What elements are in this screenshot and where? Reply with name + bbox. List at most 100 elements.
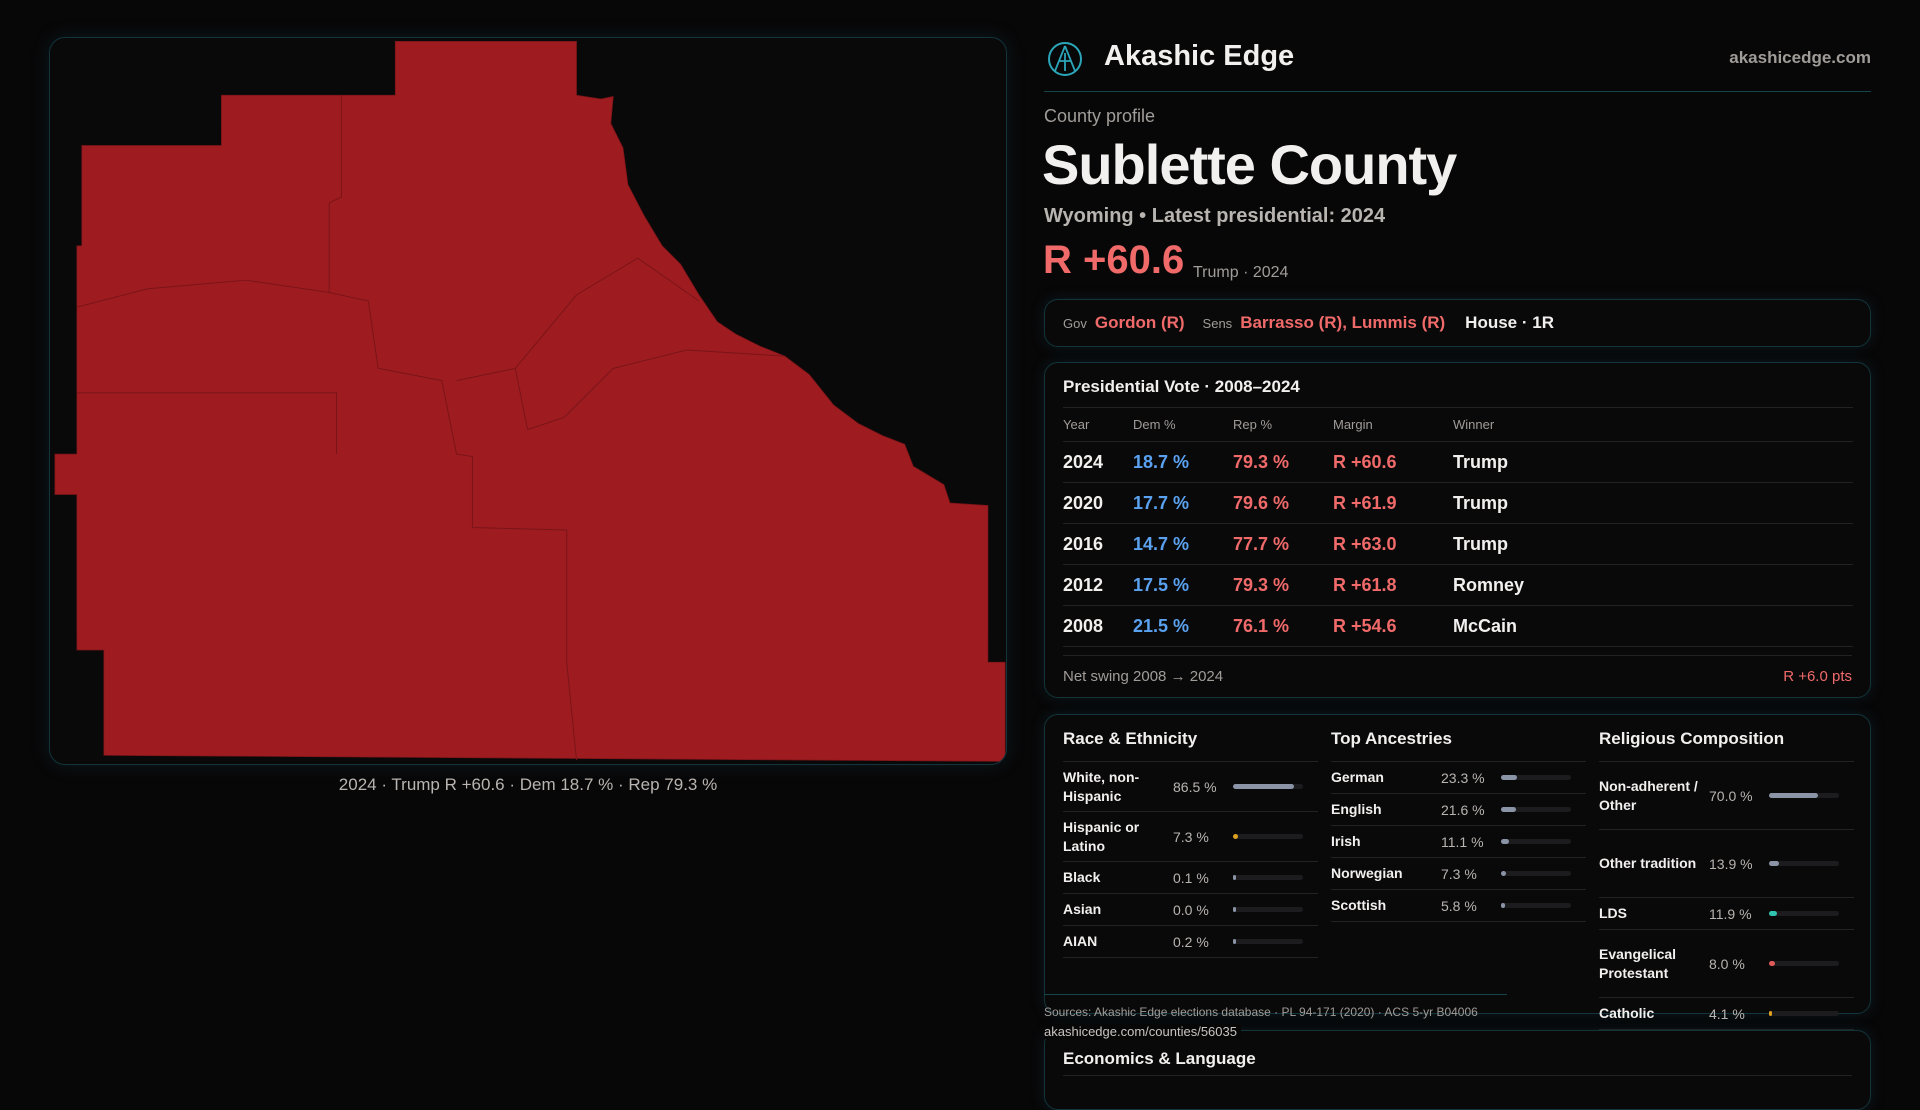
site-link[interactable]: akashicedge.com xyxy=(1729,48,1871,67)
dem-pct-cell: 18.7 % xyxy=(1133,441,1233,483)
winner-cell: Trump xyxy=(1453,523,1853,565)
winner-cell: Trump xyxy=(1453,482,1853,524)
ancestry-label: German xyxy=(1331,769,1384,785)
religion-row: Non-adherent / Other 70.0 % xyxy=(1599,762,1854,830)
presidential-vote-card: Presidential Vote · 2008–2024 Year Dem %… xyxy=(1044,362,1871,698)
race-row: White, non-Hispanic 86.5 % xyxy=(1063,762,1318,812)
religion-bar xyxy=(1769,961,1839,966)
race-value: 0.0 % xyxy=(1173,901,1209,918)
race-title: Race & Ethnicity xyxy=(1063,729,1318,762)
rep-pct-cell: 79.3 % xyxy=(1233,441,1333,483)
race-section: Race & Ethnicity White, non-Hispanic 86.5 … xyxy=(1063,729,1318,958)
ancestry-row: Scottish 5.8 % xyxy=(1331,890,1586,922)
table-row: 2008 21.5 % 76.1 % R +54.6 McCain xyxy=(1063,605,1853,647)
ancestry-label: Scottish xyxy=(1331,897,1387,913)
race-row: Hispanic or Latino 7.3 % xyxy=(1063,812,1318,862)
presidential-title: Presidential Vote · 2008–2024 xyxy=(1063,377,1300,396)
year-cell: 2024 xyxy=(1063,441,1133,483)
religion-bar xyxy=(1769,793,1839,798)
gov-label: Gov xyxy=(1063,316,1087,331)
race-row: Black 0.1 % xyxy=(1063,862,1318,894)
headline-margin: R +60.6 xyxy=(1043,238,1185,282)
table-row: 2016 14.7 % 77.7 % R +63.0 Trump xyxy=(1063,523,1853,565)
col-margin: Margin xyxy=(1333,407,1453,442)
race-bar-fill xyxy=(1233,875,1236,880)
religion-bar-fill xyxy=(1769,793,1818,798)
ancestry-value: 21.6 % xyxy=(1441,801,1485,818)
county-url[interactable]: akashicedge.com/counties/56035 xyxy=(1044,1024,1241,1039)
religion-label: Non-adherent / Other xyxy=(1599,777,1698,813)
year-cell: 2020 xyxy=(1063,482,1133,524)
ancestry-bar xyxy=(1501,775,1571,780)
race-label: Asian xyxy=(1063,901,1102,917)
religion-value: 11.9 % xyxy=(1709,905,1752,922)
religion-bar xyxy=(1769,861,1839,866)
col-dem: Dem % xyxy=(1133,407,1233,442)
race-bar xyxy=(1233,834,1303,839)
ancestry-label: Norwegian xyxy=(1331,865,1403,881)
ancestry-bar-fill xyxy=(1501,903,1506,908)
race-value: 0.1 % xyxy=(1173,869,1209,886)
race-bar-fill xyxy=(1233,939,1236,944)
county-shape[interactable] xyxy=(54,41,1006,762)
religion-bar-fill xyxy=(1769,911,1778,916)
religion-title: Religious Composition xyxy=(1599,729,1854,762)
senators: Barrasso (R), Lummis (R) xyxy=(1240,313,1446,332)
col-rep: Rep % xyxy=(1233,407,1333,442)
swing-label: Net swing 2008 → 2024 xyxy=(1063,668,1224,685)
year-cell: 2012 xyxy=(1063,564,1133,606)
rep-pct-cell: 77.7 % xyxy=(1233,523,1333,565)
ancestry-label: Irish xyxy=(1331,833,1361,849)
religion-bar-fill xyxy=(1769,1011,1772,1016)
religion-row: Catholic 4.1 % xyxy=(1599,998,1854,1030)
economics-title: Economics & Language xyxy=(1063,1031,1852,1076)
rep-pct-cell: 79.6 % xyxy=(1233,482,1333,524)
winner-cell: Romney xyxy=(1453,564,1853,606)
table-row: 2020 17.7 % 79.6 % R +61.9 Trump xyxy=(1063,482,1853,524)
dem-pct-cell: 17.5 % xyxy=(1133,564,1233,606)
akashic-logo-icon[interactable] xyxy=(1047,41,1083,77)
demographics-card: Race & Ethnicity White, non-Hispanic 86.5 … xyxy=(1044,714,1871,1030)
religion-section: Religious Composition Non-adherent / Othe… xyxy=(1599,729,1854,1030)
religion-row: LDS 11.9 % xyxy=(1599,898,1854,930)
swing-value: R +6.0 pts xyxy=(1783,668,1852,685)
dem-pct-cell: 17.7 % xyxy=(1133,482,1233,524)
brand-name[interactable]: Akashic Edge xyxy=(1104,40,1295,72)
ancestry-value: 5.8 % xyxy=(1441,897,1477,914)
rep-pct-cell: 79.3 % xyxy=(1233,564,1333,606)
page-title: Sublette County xyxy=(1042,133,1457,196)
col-winner: Winner xyxy=(1453,407,1853,442)
ancestry-bar-fill xyxy=(1501,775,1518,780)
religion-label: LDS xyxy=(1599,905,1627,921)
house-delegation: House · 1R xyxy=(1465,313,1554,332)
county-map-panel[interactable] xyxy=(49,37,1007,765)
religion-row: Evangelical Protestant 8.0 % xyxy=(1599,930,1854,998)
religion-bar xyxy=(1769,1011,1839,1016)
religion-row: Other tradition 13.9 % xyxy=(1599,830,1854,898)
map-caption: 2024 · Trump R +60.6 · Dem 18.7 % · Rep … xyxy=(338,775,718,794)
kicker: County profile xyxy=(1044,106,1156,126)
margin-cell: R +60.6 xyxy=(1333,441,1453,483)
ancestry-label: English xyxy=(1331,801,1382,817)
ancestry-section: Top Ancestries German 23.3 % English 21.6 % I… xyxy=(1331,729,1586,922)
rep-pct-cell: 76.1 % xyxy=(1233,605,1333,647)
ancestry-bar xyxy=(1501,807,1571,812)
ancestry-title: Top Ancestries xyxy=(1331,729,1586,762)
race-label: Black xyxy=(1063,869,1101,885)
race-bar xyxy=(1233,875,1303,880)
race-row: AIAN 0.2 % xyxy=(1063,926,1318,958)
ancestry-row: English 21.6 % xyxy=(1331,794,1586,826)
race-row: Asian 0.0 % xyxy=(1063,894,1318,926)
religion-label: Evangelical Protestant xyxy=(1599,945,1677,981)
race-value: 0.2 % xyxy=(1173,933,1209,950)
ancestry-row: Irish 11.1 % xyxy=(1331,826,1586,858)
subdivision-lines xyxy=(76,95,785,761)
religion-bar xyxy=(1769,911,1839,916)
religion-bar-fill xyxy=(1769,861,1779,866)
race-bar xyxy=(1233,939,1303,944)
table-row: 2012 17.5 % 79.3 % R +61.8 Romney xyxy=(1063,564,1853,606)
economics-card: Economics & Language xyxy=(1044,1030,1871,1110)
county-map[interactable] xyxy=(50,38,1007,765)
sources-note: Sources: Akashic Edge elections database… xyxy=(1044,1005,1478,1019)
margin-note: Trump · 2024 xyxy=(1193,264,1289,281)
